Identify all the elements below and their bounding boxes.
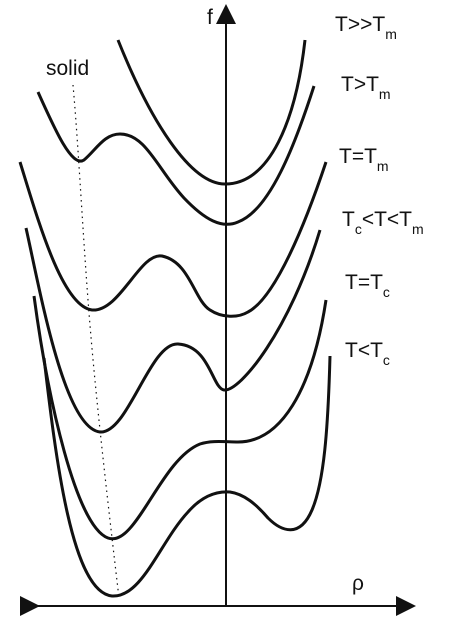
- label-t-equals-tm: T=Tm: [339, 145, 389, 174]
- curve-t-equals-tc: [32, 295, 328, 541]
- solid-label: solid: [46, 57, 89, 80]
- label-t-much-greater-tm: T>>Tm: [335, 13, 397, 42]
- vertical-axis-label: f: [207, 6, 213, 29]
- label-t-less-tc: T<Tc: [345, 339, 390, 368]
- label-t-greater-tm: T>Tm: [341, 73, 391, 102]
- curve-t-greater-tm: [36, 85, 316, 226]
- curve-tc-less-t-less-tm: [24, 227, 322, 434]
- solid-dotted-line: [72, 84, 120, 599]
- horizontal-axis-label: ρ: [352, 572, 364, 595]
- curve-t-equals-tm: [18, 161, 328, 318]
- label-t-equals-tc: T=Tc: [345, 271, 390, 300]
- curve-t-much-greater-tm: [116, 39, 307, 186]
- curve-t-less-tc: [42, 355, 332, 598]
- label-tc-less-t-less-tm: Tc<T<Tm: [342, 208, 424, 237]
